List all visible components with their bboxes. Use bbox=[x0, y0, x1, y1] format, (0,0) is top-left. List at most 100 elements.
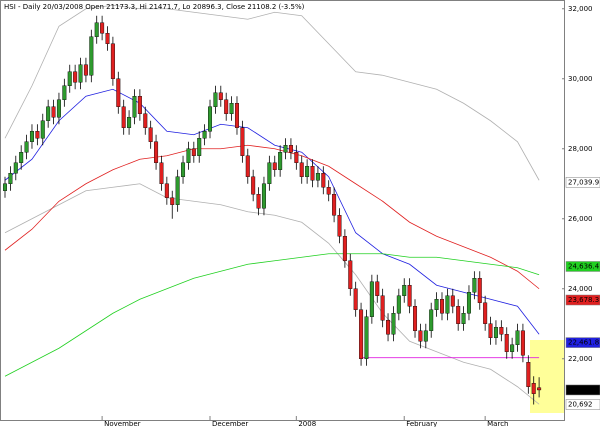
candle-body bbox=[348, 260, 353, 289]
candle-body bbox=[234, 103, 239, 128]
candle-body bbox=[3, 183, 7, 191]
candle-body bbox=[380, 295, 385, 321]
highlight-box bbox=[530, 340, 565, 413]
x-tick-label: 2008 bbox=[298, 420, 316, 427]
candle-body bbox=[67, 71, 72, 86]
candle-body bbox=[56, 99, 61, 118]
candle-body bbox=[326, 187, 331, 195]
y-tick-label: 28,000 bbox=[568, 145, 593, 153]
chart-title: HSI - Daily 20/03/2008 Open 21173.3, Hi … bbox=[4, 3, 305, 11]
candle-body bbox=[170, 197, 175, 205]
candle-body bbox=[40, 120, 45, 139]
candle-body bbox=[224, 99, 229, 114]
value-box-label: 23,678.3 bbox=[568, 296, 599, 304]
candle-body bbox=[51, 106, 56, 118]
indicator-line bbox=[4, 253, 540, 377]
candle-body bbox=[186, 148, 191, 163]
candle-body bbox=[359, 309, 364, 359]
x-tick-label: December bbox=[212, 420, 248, 427]
indicator-line bbox=[4, 88, 540, 335]
value-box bbox=[565, 261, 600, 272]
candle-body bbox=[13, 162, 18, 174]
candle-body bbox=[288, 145, 293, 153]
candle-body bbox=[526, 362, 531, 387]
candle-body bbox=[89, 36, 94, 76]
value-box-label: 24,636.4 bbox=[568, 262, 600, 270]
candle-body bbox=[127, 117, 132, 128]
candle-body bbox=[483, 302, 488, 324]
y-tick-label: 32,000 bbox=[568, 5, 593, 13]
candle-body bbox=[386, 320, 391, 335]
value-box bbox=[565, 399, 600, 410]
candle-body bbox=[499, 327, 504, 335]
candle-body bbox=[213, 92, 218, 107]
candle-body bbox=[283, 145, 288, 153]
value-box-label: 27,039.9 bbox=[568, 178, 599, 186]
candle-body bbox=[477, 278, 482, 303]
candle-body bbox=[515, 330, 520, 345]
candle-body bbox=[310, 166, 315, 181]
candle-body bbox=[154, 141, 159, 163]
candle-body bbox=[197, 138, 202, 156]
candle-body bbox=[369, 281, 374, 317]
y-tick-label: 30,000 bbox=[568, 75, 593, 83]
candle-body bbox=[466, 292, 471, 314]
candle-body bbox=[229, 103, 234, 114]
value-box-label: 20,692 bbox=[568, 401, 593, 409]
candle-body bbox=[73, 71, 78, 83]
candle-body bbox=[391, 313, 396, 335]
candle-body bbox=[337, 215, 342, 237]
candle-body bbox=[423, 330, 428, 342]
candle-body bbox=[407, 285, 412, 307]
value-box bbox=[565, 294, 600, 306]
candle-body bbox=[342, 236, 347, 261]
candle-body bbox=[450, 295, 455, 307]
candle-body bbox=[488, 323, 493, 338]
candle-body bbox=[181, 162, 186, 177]
candle-body bbox=[531, 383, 536, 394]
candle-body bbox=[202, 131, 207, 139]
candle-body bbox=[396, 295, 401, 314]
value-box-label: 21,108.2 bbox=[568, 386, 599, 394]
candle-body bbox=[520, 330, 525, 356]
x-tick-label: November bbox=[104, 420, 141, 427]
value-box bbox=[565, 337, 600, 348]
candle-body bbox=[105, 33, 110, 44]
candle-body bbox=[175, 176, 180, 205]
y-tick-label: 26,000 bbox=[568, 215, 593, 223]
plot-frame bbox=[0, 0, 565, 421]
candle-body bbox=[353, 288, 358, 310]
candle-body bbox=[418, 330, 423, 342]
candle-body bbox=[332, 194, 337, 216]
indicator-line bbox=[4, 144, 540, 290]
candle-body bbox=[537, 387, 542, 391]
candle-body bbox=[164, 183, 169, 198]
candle-body bbox=[445, 295, 450, 314]
candle-body bbox=[472, 278, 477, 293]
candle-body bbox=[294, 152, 299, 163]
candle-body bbox=[504, 334, 509, 352]
value-box-label: 22,461.8 bbox=[568, 339, 599, 347]
candle-body bbox=[413, 306, 418, 331]
candle-body bbox=[208, 106, 213, 132]
candle-body bbox=[29, 131, 34, 142]
x-tick-label: February bbox=[406, 420, 437, 427]
value-box bbox=[565, 177, 600, 188]
candle-body bbox=[19, 152, 24, 163]
candle-body bbox=[456, 306, 461, 324]
candle-body bbox=[35, 131, 40, 139]
candle-body bbox=[375, 281, 380, 296]
candle-body bbox=[191, 148, 196, 156]
indicator-line bbox=[4, 183, 540, 405]
candle-body bbox=[278, 152, 283, 170]
candle-body bbox=[8, 173, 13, 184]
candle-body bbox=[461, 313, 466, 324]
candle-body bbox=[439, 299, 444, 314]
y-tick-label: 22,000 bbox=[568, 355, 593, 363]
candle-body bbox=[305, 166, 310, 177]
candle-body bbox=[402, 285, 407, 296]
candle-body bbox=[143, 113, 148, 128]
candle-body bbox=[116, 78, 121, 107]
candle-body bbox=[46, 106, 51, 121]
